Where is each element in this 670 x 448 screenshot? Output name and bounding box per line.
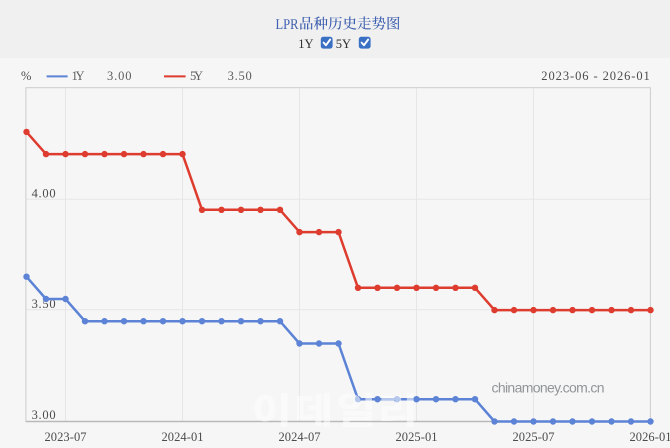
svg-text:4.00: 4.00 [32,186,56,200]
svg-text:3.50: 3.50 [228,69,252,83]
svg-text:3.00: 3.00 [32,408,56,422]
svg-text:5Y: 5Y [190,69,203,83]
svg-text:1Y: 1Y [298,37,313,51]
svg-text:2024-07: 2024-07 [279,430,321,444]
svg-text:2026-01: 2026-01 [630,430,670,444]
svg-text:2025-01: 2025-01 [396,430,438,444]
svg-text:%: % [21,69,31,83]
svg-text:1Y: 1Y [72,69,85,83]
svg-text:2024-01: 2024-01 [162,430,204,444]
svg-text:chinamoney.com.cn: chinamoney.com.cn [492,380,605,396]
svg-text:2025-07: 2025-07 [513,430,555,444]
svg-text:3.00: 3.00 [107,69,132,83]
svg-text:5Y: 5Y [336,37,351,51]
svg-text:2023-06 - 2026-01: 2023-06 - 2026-01 [541,69,650,83]
svg-text:3.50: 3.50 [32,297,56,311]
svg-text:2023-07: 2023-07 [45,430,87,444]
